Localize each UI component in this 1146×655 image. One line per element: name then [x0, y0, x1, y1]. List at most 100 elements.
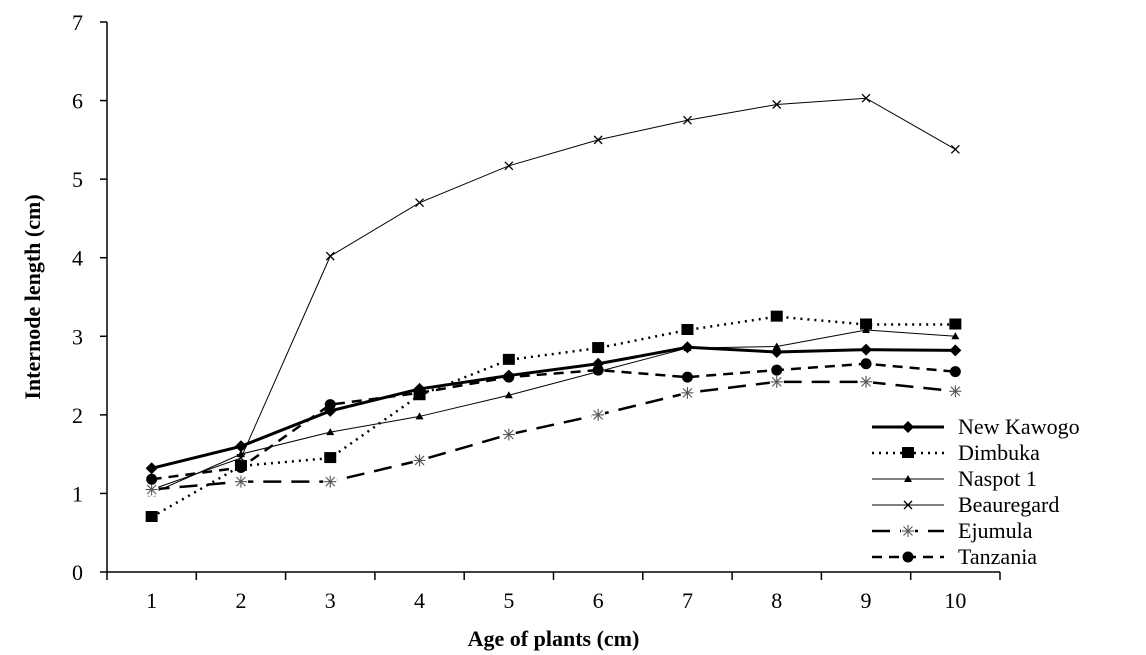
chart-axes: 0 1 2 3 4 5 6 7 1 2 3 4 5 6 7 8 9 10	[72, 10, 1001, 613]
series-dimbuka	[145, 310, 962, 522]
data-point	[860, 343, 873, 356]
data-point	[145, 462, 158, 475]
series-line-ejumula	[151, 380, 956, 491]
x-tick-label: 3	[325, 588, 336, 613]
data-point	[949, 344, 962, 357]
chart-series	[144, 93, 963, 522]
legend-item-naspot-1: Naspot 1	[872, 466, 1037, 491]
y-tick-label: 1	[72, 481, 83, 506]
series-tanzania	[146, 358, 961, 485]
data-point	[860, 318, 873, 330]
x-tick-label: 2	[235, 588, 246, 613]
data-point	[681, 371, 693, 383]
data-point	[414, 387, 426, 399]
legend-item-new-kawogo: New Kawogo	[872, 414, 1080, 439]
data-point	[323, 474, 338, 489]
data-point	[145, 511, 158, 522]
y-tick-label: 5	[72, 167, 83, 192]
legend-marker	[902, 551, 914, 563]
y-tick-label: 4	[72, 246, 83, 271]
data-point	[504, 391, 513, 399]
x-tick-label: 4	[414, 588, 425, 613]
legend-item-ejumula: Ejumula	[872, 518, 1033, 543]
legend-item-dimbuka: Dimbuka	[872, 440, 1040, 465]
data-point	[591, 407, 606, 422]
series-line-new-kawogo	[151, 345, 956, 470]
data-point	[681, 324, 694, 335]
data-point	[503, 371, 515, 383]
y-tick-label: 3	[72, 324, 83, 349]
data-point	[415, 412, 424, 420]
data-point	[861, 93, 871, 103]
data-point	[593, 135, 603, 145]
series-line-dimbuka	[151, 315, 956, 519]
data-point	[772, 342, 781, 350]
data-point	[949, 318, 962, 330]
x-tick-label: 1	[146, 588, 157, 613]
series-line-naspot-1	[151, 329, 956, 494]
data-point	[234, 440, 247, 453]
x-tick-label: 10	[944, 588, 966, 613]
x-tick-label: 6	[593, 588, 604, 613]
data-point	[860, 358, 872, 370]
x-tick-label: 9	[861, 588, 872, 613]
data-point	[771, 364, 783, 376]
legend-marker	[903, 500, 913, 510]
data-point	[592, 342, 605, 354]
data-point	[326, 428, 335, 436]
data-point	[772, 100, 782, 109]
legend-marker	[902, 447, 914, 458]
data-point	[948, 384, 963, 399]
data-point	[859, 374, 874, 389]
x-tick-label: 7	[682, 588, 693, 613]
data-point	[412, 453, 427, 468]
data-point	[950, 144, 960, 154]
data-point	[680, 385, 695, 400]
data-point	[682, 115, 692, 125]
data-point	[415, 198, 425, 208]
data-point	[144, 482, 159, 497]
x-axis-title: Age of plants (cm)	[468, 626, 640, 651]
x-tick-label: 5	[503, 588, 514, 613]
legend-marker	[902, 421, 914, 433]
data-point	[592, 364, 604, 376]
series-ejumula	[144, 374, 963, 497]
legend-label: Dimbuka	[958, 440, 1040, 465]
data-point	[683, 344, 692, 352]
data-point	[949, 366, 961, 378]
data-point	[325, 251, 335, 261]
legend-label: Naspot 1	[958, 466, 1037, 491]
data-point	[324, 452, 337, 464]
data-point	[951, 332, 960, 340]
y-tick-label: 0	[72, 560, 83, 585]
data-point	[146, 473, 158, 485]
data-point	[504, 161, 514, 171]
data-point	[233, 474, 248, 489]
y-tick-label: 7	[72, 10, 83, 35]
y-tick-label: 6	[72, 89, 83, 114]
data-point	[770, 310, 783, 322]
legend-item-tanzania: Tanzania	[872, 544, 1037, 569]
legend-label: Tanzania	[958, 544, 1037, 569]
legend-label: Ejumula	[958, 518, 1033, 543]
legend-marker	[901, 524, 915, 538]
data-point	[502, 353, 515, 365]
data-point	[324, 399, 336, 411]
data-point	[501, 427, 516, 442]
data-point	[236, 453, 246, 463]
legend-label: New Kawogo	[958, 414, 1080, 439]
series-line-beauregard	[151, 97, 956, 490]
x-tick-label: 8	[771, 588, 782, 613]
y-axis-title: Internode length (cm)	[20, 194, 45, 399]
y-tick-label: 2	[72, 403, 83, 428]
legend-item-beauregard: Beauregard	[872, 492, 1059, 517]
series-new-kawogo	[145, 341, 962, 475]
data-point	[769, 374, 784, 389]
series-line-tanzania	[151, 362, 956, 481]
data-point	[862, 326, 871, 333]
legend-marker	[904, 475, 912, 482]
legend-label: Beauregard	[958, 492, 1059, 517]
data-point	[235, 462, 247, 473]
